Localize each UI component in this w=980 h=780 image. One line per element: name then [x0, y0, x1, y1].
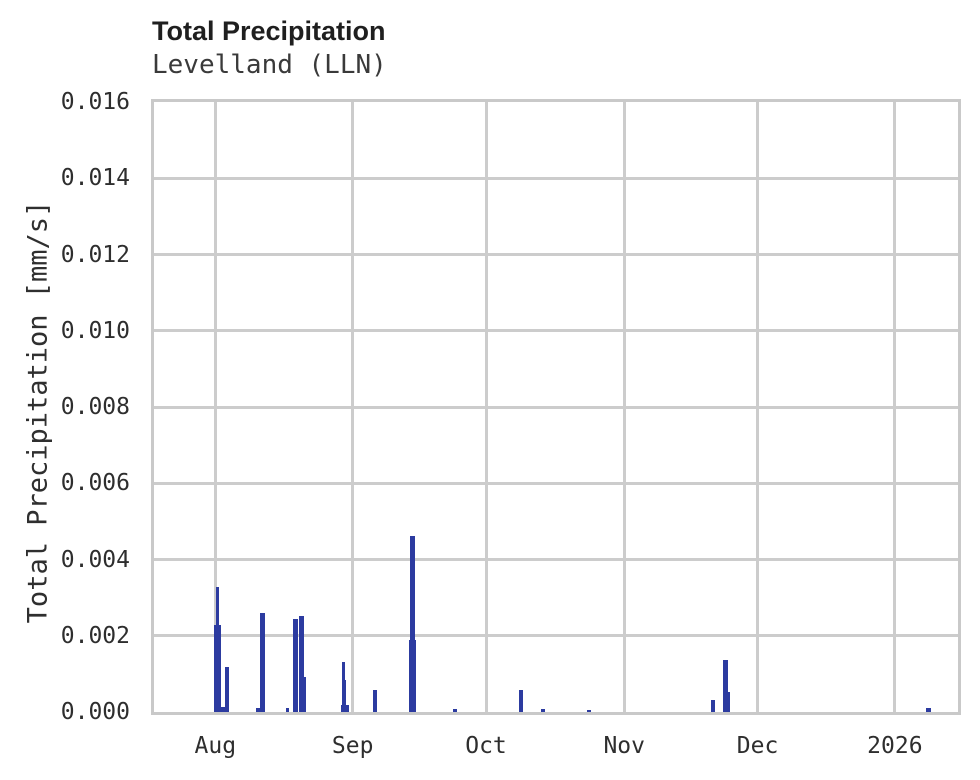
y-tick-label: 0.002 [60, 622, 130, 649]
y-tick-label: 0.008 [60, 394, 130, 420]
precip-bar [342, 662, 345, 712]
h-gridline [154, 405, 958, 409]
precip-bar [302, 676, 306, 712]
y-tick-label: 0.014 [60, 165, 130, 192]
precip-bar [453, 708, 458, 712]
x-axis-ticks: Aug Sep Oct Nov Dec 2026 [0, 733, 980, 769]
precip-bar [292, 618, 298, 712]
x-tick-label: Nov [603, 733, 645, 759]
y-tick-label: 0.012 [60, 241, 130, 268]
x-tick-label: Aug [194, 733, 237, 759]
x-tick-label: Dec [736, 733, 779, 759]
x-tick-label: 2026 [867, 733, 923, 759]
x-tick-label: Oct [465, 733, 507, 759]
chart-title: Total Precipitation [152, 16, 386, 46]
y-tick-label: 0.004 [60, 546, 130, 573]
precip-bar [286, 708, 290, 712]
h-gridline [154, 176, 958, 180]
precip-bar [373, 690, 378, 712]
chart-subtitle: Levelland (LLN) [152, 50, 387, 80]
plot-area [151, 99, 961, 715]
precip-bar [410, 535, 415, 712]
precip-bar [219, 706, 225, 712]
y-tick-label: 0.016 [60, 89, 130, 115]
precip-bar [726, 691, 731, 712]
precip-bar [540, 709, 545, 712]
precip-bar [215, 587, 219, 712]
h-gridline [154, 634, 958, 638]
y-tick-label: 0.006 [60, 470, 130, 497]
bars-layer [154, 102, 958, 712]
x-tick-label: Sep [331, 733, 374, 759]
y-axis-ticks: 0.000 0.002 0.004 0.006 0.008 0.010 0.012 0.014… [0, 0, 136, 780]
precip-bar [260, 612, 265, 712]
precip-bar [711, 700, 716, 712]
precip-bar [299, 615, 305, 712]
precip-bar [723, 660, 729, 712]
h-gridline [154, 329, 958, 333]
precip-bar [518, 689, 523, 712]
h-gridline [154, 481, 958, 485]
precip-bar [256, 708, 261, 712]
precip-bar [224, 666, 229, 712]
precip-bar [926, 708, 931, 712]
h-gridline [154, 558, 958, 561]
y-tick-label: 0.010 [60, 317, 130, 344]
grid-layer [154, 102, 958, 712]
h-gridline [154, 253, 958, 256]
y-tick-label: 0.000 [60, 699, 130, 725]
precip-bar [586, 709, 591, 712]
